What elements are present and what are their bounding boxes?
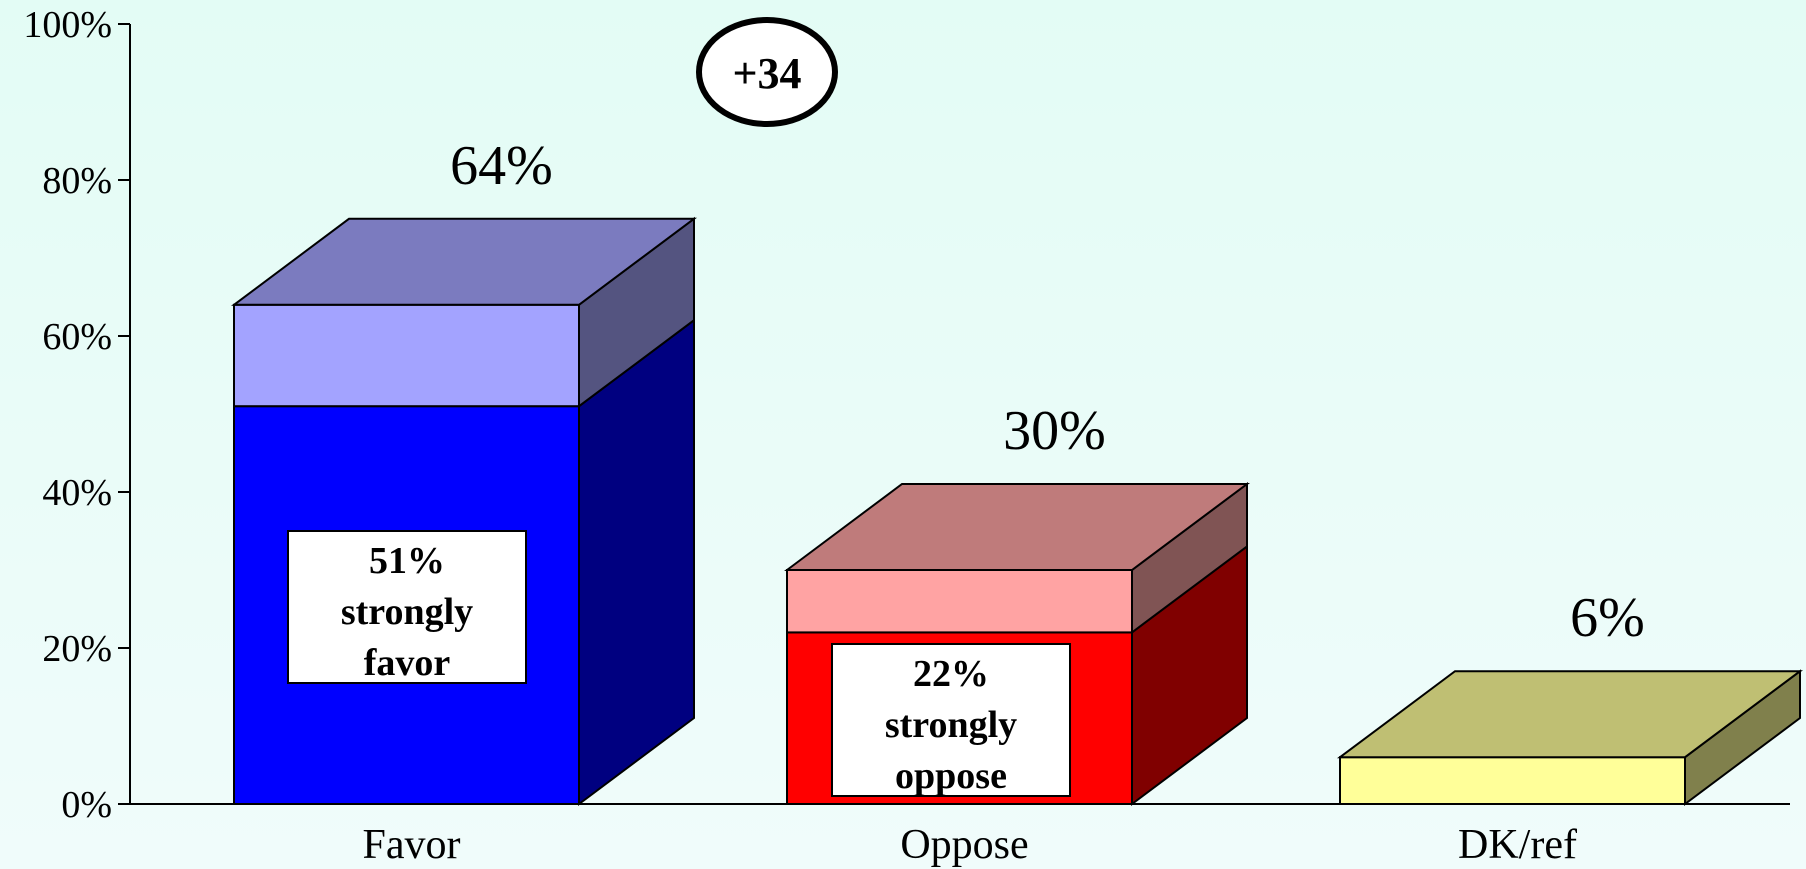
strong-label-line: strongly [341, 591, 473, 633]
bar-top [783, 483, 1251, 571]
axis: 0% 20% 40% 60% 80% 100% [23, 4, 1790, 826]
value-label: 6% [1570, 587, 1645, 649]
value-label: 64% [450, 135, 553, 197]
value-label: 30% [1003, 400, 1106, 462]
labels: 64% Favor 51% strongly favor 30% Oppose 22% stro… [287, 135, 1645, 868]
strong-label-box [287, 530, 527, 684]
annotation-badge: +34 [696, 17, 838, 127]
annotation-ellipse [696, 17, 838, 127]
y-tick-label: 20% [42, 628, 112, 670]
strong-label-line: 22% [913, 653, 989, 695]
strong-label-line: oppose [895, 755, 1007, 797]
y-tick-label: 40% [42, 472, 112, 514]
strong-label-box [831, 643, 1071, 797]
bar-front-somewhat [786, 569, 1133, 634]
strong-label-line: strongly [885, 704, 1017, 746]
y-tick-label: 0% [61, 784, 112, 826]
strong-label-line: 51% [369, 540, 445, 582]
annotation-text: +34 [732, 49, 801, 98]
strong-label-line: favor [364, 642, 451, 684]
category-label: DK/ref [1458, 822, 1577, 868]
bar-front-somewhat [233, 303, 580, 408]
bar-favor [230, 216, 698, 806]
y-tick-label: 80% [42, 160, 112, 202]
bar-dkref [1336, 669, 1804, 806]
category-label: Favor [363, 822, 461, 868]
category-label: Oppose [900, 822, 1028, 868]
bars [230, 216, 1804, 806]
bar-top [230, 217, 698, 306]
y-tick-label: 60% [42, 316, 112, 358]
y-tick-label: 100% [23, 4, 112, 46]
bar-front [1339, 756, 1686, 806]
bar-top [1336, 670, 1804, 759]
